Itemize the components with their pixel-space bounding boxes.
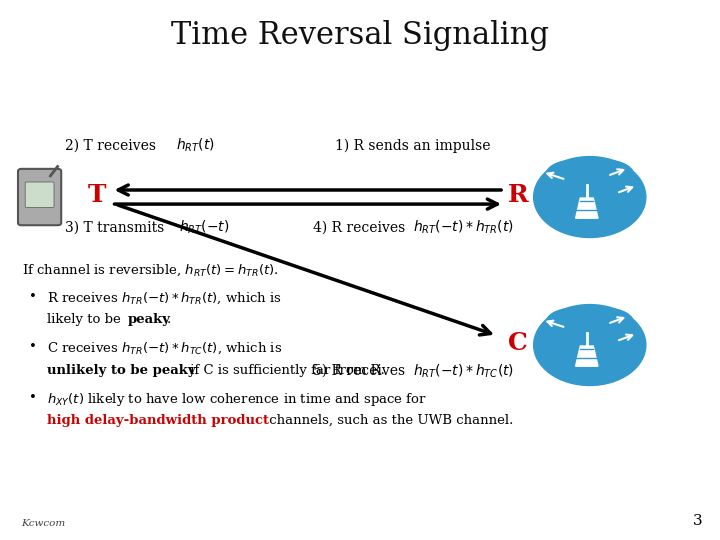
Text: T: T [88,183,107,207]
Text: Κcwcom: Κcwcom [22,519,66,528]
Text: $h_{RT}(-t) * h_{TR}(t)$: $h_{RT}(-t) * h_{TR}(t)$ [413,219,514,237]
Text: 4) R receives: 4) R receives [313,220,410,234]
Text: unlikely to be peaky: unlikely to be peaky [47,363,195,376]
Text: C: C [508,330,528,355]
FancyBboxPatch shape [25,182,54,207]
Polygon shape [575,198,598,218]
Text: peaky: peaky [128,313,171,326]
Text: •: • [29,341,37,354]
Text: .: . [167,313,171,326]
Text: R receives $h_{TR}(-t) * h_{TR}(t)$, which is: R receives $h_{TR}(-t) * h_{TR}(t)$, whi… [47,290,282,306]
Text: R: R [508,183,528,207]
Text: 3: 3 [693,514,702,528]
Text: $h_{XY}(t)$ likely to have low coherence in time and space for: $h_{XY}(t)$ likely to have low coherence… [47,391,427,408]
Ellipse shape [546,160,598,191]
Text: 2) T receives: 2) T receives [65,138,160,152]
Polygon shape [575,346,598,366]
Text: 3) T transmits: 3) T transmits [65,220,168,234]
Text: •: • [29,391,37,404]
Text: likely to be: likely to be [47,313,125,326]
FancyBboxPatch shape [18,169,61,225]
Text: high delay-bandwidth product: high delay-bandwidth product [47,414,269,427]
Text: C receives $h_{TR}(-t) * h_{TC}(t)$, which is: C receives $h_{TR}(-t) * h_{TC}(t)$, whi… [47,341,282,356]
Text: •: • [29,290,37,303]
Ellipse shape [534,305,646,386]
Ellipse shape [546,308,598,339]
Text: $h_{RT}(-t) * h_{TC}(t)$: $h_{RT}(-t) * h_{TC}(t)$ [413,362,514,380]
Ellipse shape [534,157,646,238]
Text: Time Reversal Signaling: Time Reversal Signaling [171,19,549,51]
Ellipse shape [581,160,634,191]
Text: $h_{RT}(t)$: $h_{RT}(t)$ [176,137,215,154]
Ellipse shape [581,308,634,339]
Text: if C is sufficiently far from R.: if C is sufficiently far from R. [186,363,384,376]
Text: 5) R receives: 5) R receives [313,364,410,378]
Text: 1) R sends an impulse: 1) R sends an impulse [335,138,490,153]
Text: channels, such as the UWB channel.: channels, such as the UWB channel. [265,414,513,427]
Text: If channel is reversible, $h_{RT}(t) = h_{TR}(t)$.: If channel is reversible, $h_{RT}(t) = h… [22,263,279,278]
Text: $h_{RT}(-t)$: $h_{RT}(-t)$ [179,219,229,237]
